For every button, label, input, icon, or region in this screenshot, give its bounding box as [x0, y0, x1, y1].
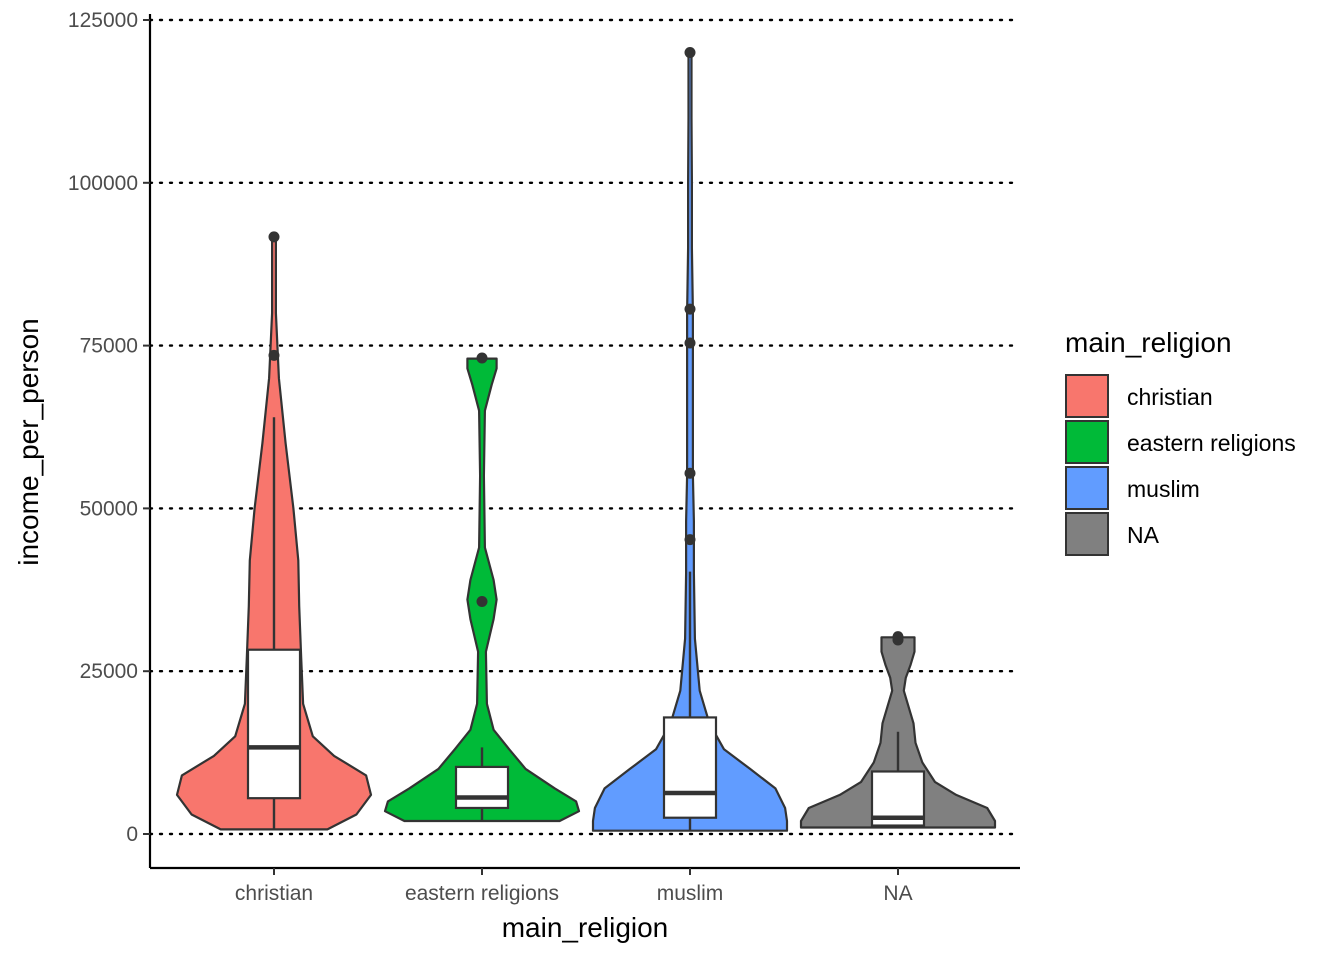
outlier-point — [892, 631, 904, 643]
x-axis-title: main_religion — [502, 912, 669, 943]
legend-label: NA — [1127, 522, 1160, 548]
violin-group — [591, 47, 789, 832]
outlier-point — [476, 596, 488, 608]
x-tick-label: eastern religions — [405, 882, 559, 905]
legend-key — [1065, 374, 1109, 418]
legend-label: eastern religions — [1127, 430, 1296, 456]
outlier-point — [268, 231, 280, 243]
y-tick-label: 100000 — [68, 172, 138, 195]
violin-shape — [383, 357, 581, 823]
violin-group — [799, 631, 997, 829]
outlier-point — [684, 467, 696, 479]
legend-key — [1065, 466, 1109, 510]
y-axis-title: income_per_person — [13, 318, 44, 566]
x-tick-label: muslim — [657, 882, 724, 905]
outlier-point — [268, 349, 280, 361]
violin-group — [175, 231, 373, 831]
y-tick-label: 50000 — [80, 497, 138, 520]
outlier-point — [684, 47, 696, 59]
outlier-point — [684, 303, 696, 315]
outlier-point — [476, 352, 488, 364]
x-tick-label: NA — [883, 882, 912, 905]
box — [662, 716, 718, 819]
outlier-point — [684, 337, 696, 349]
box — [246, 648, 302, 800]
y-tick-label: 125000 — [68, 9, 138, 32]
axes — [148, 14, 1020, 870]
y-ticks: 0 25000 50000 75000 100000 125000 — [68, 9, 150, 846]
legend-label: christian — [1127, 384, 1213, 410]
legend-title: main_religion — [1065, 327, 1232, 358]
box — [454, 765, 510, 810]
violins — [175, 47, 997, 832]
x-ticks: christian eastern religions muslim NA — [235, 868, 913, 905]
legend-key — [1065, 420, 1109, 464]
legend: main_religion christian eastern religions… — [1065, 327, 1296, 556]
legend-label: muslim — [1127, 476, 1200, 502]
y-tick-label: 0 — [126, 823, 138, 846]
violin-group — [383, 352, 581, 823]
x-tick-label: christian — [235, 882, 313, 905]
legend-key — [1065, 512, 1109, 556]
y-tick-label: 75000 — [80, 335, 138, 358]
outlier-point — [684, 534, 696, 546]
y-tick-label: 25000 — [80, 660, 138, 683]
